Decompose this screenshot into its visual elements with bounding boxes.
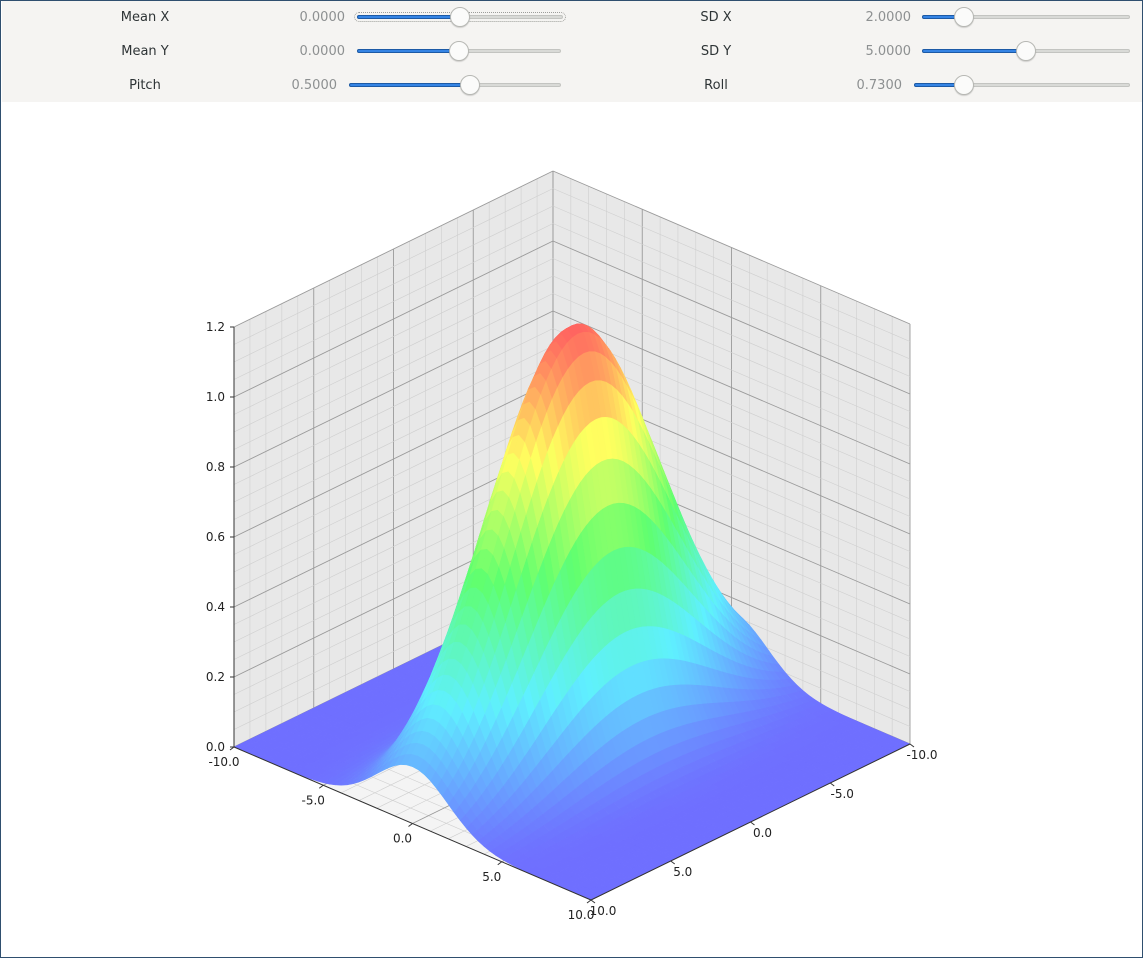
mean-x-value: 0.0000: [299, 10, 346, 25]
mean-y-value: 0.0000: [299, 44, 346, 59]
left-wall-gridline: [233, 398, 554, 555]
x-tick-label: 5.0: [482, 870, 501, 884]
x-tick-mark: [318, 784, 324, 789]
roll-slider[interactable]: [914, 74, 1130, 96]
left-wall-gridline: [233, 223, 554, 380]
right-wall-gridline: [552, 310, 911, 465]
sd-x-label: SD X: [700, 10, 732, 25]
surface-mesh: [233, 323, 911, 901]
slider-handle[interactable]: [1016, 41, 1036, 61]
left-wall-gridline: [233, 415, 554, 573]
z-tick-label: 0.8: [206, 460, 225, 474]
right-wall-gridline: [552, 188, 911, 342]
left-wall-gridline: [233, 205, 554, 363]
left-wall-gridline: [233, 275, 554, 433]
sd-x-slider[interactable]: [922, 6, 1130, 28]
left-wall-gridline: [233, 380, 554, 538]
left-wall-gridline: [233, 293, 554, 450]
pitch-value: 0.5000: [291, 78, 338, 93]
y-tick-mark: [670, 860, 676, 865]
x-tick-label: -5.0: [302, 793, 325, 807]
pitch-label: Pitch: [129, 78, 161, 93]
z-tick-label: 1.2: [206, 320, 225, 334]
sd-x-value: 2.0000: [865, 10, 912, 25]
z-tick-label: 0.2: [206, 670, 225, 684]
right-wall-gridline: [552, 205, 911, 360]
right-wall-gridline: [552, 223, 911, 377]
x-tick-mark: [497, 861, 503, 866]
right-wall-gridline: [552, 275, 911, 430]
slider-handle[interactable]: [450, 7, 470, 27]
roll-value: 0.7300: [856, 78, 903, 93]
surface-plot[interactable]: 0.0 0.2 0.4 0.6 0.8 1.0 1.2 -10.0 -5.0 0.0 5.0 10.0…: [1, 102, 1142, 957]
tick-labels: 0.0 0.2 0.4 0.6 0.8 1.0 1.2 -10.0 -5.0 0.0 5.0 10.0…: [206, 320, 938, 922]
left-wall-gridline: [233, 328, 554, 485]
control-panel: Mean X 0.0000 Mean Y 0.0000 Pitch 0.5000…: [2, 1, 1142, 102]
roll-label: Roll: [704, 78, 728, 93]
z-tick-label: 0.0: [206, 740, 225, 754]
y-tick-label: 5.0: [673, 865, 692, 879]
left-wall-gridline: [233, 258, 554, 415]
left-wall-gridline: [233, 363, 554, 520]
y-tick-mark: [590, 899, 596, 904]
pitch-slider[interactable]: [349, 74, 561, 96]
slider-fill: [349, 83, 470, 87]
right-wall-gridline: [552, 293, 911, 447]
left-wall-gridline: [233, 433, 554, 590]
z-tick-label: 1.0: [206, 390, 225, 404]
slider-fill: [357, 49, 459, 53]
z-tick-label: 0.6: [206, 530, 225, 544]
right-wall-gridline: [552, 258, 911, 412]
y-tick-label: 10.0: [590, 904, 617, 918]
mean-y-slider[interactable]: [357, 40, 561, 62]
y-tick-label: 0.0: [753, 826, 772, 840]
slider-handle[interactable]: [954, 75, 974, 95]
left-wall-gridline: [233, 188, 554, 345]
x-tick-mark: [586, 899, 592, 904]
right-wall-gridline: [552, 240, 911, 395]
y-tick-mark: [829, 782, 835, 787]
y-tick-label: -5.0: [831, 787, 854, 801]
x-tick-label: 10.0: [568, 908, 595, 922]
slider-fill: [357, 15, 460, 19]
sd-y-value: 5.0000: [865, 44, 912, 59]
y-tick-label: -10.0: [906, 748, 937, 762]
mean-y-label: Mean Y: [121, 44, 169, 59]
slider-handle[interactable]: [954, 7, 974, 27]
slider-handle[interactable]: [460, 75, 480, 95]
x-tick-mark: [229, 746, 235, 751]
x-tick-label: 0.0: [393, 832, 412, 846]
x-tick-mark: [408, 823, 413, 827]
mean-x-slider[interactable]: [354, 6, 566, 28]
slider-fill: [922, 49, 1026, 53]
mean-x-label: Mean X: [120, 10, 170, 25]
left-wall-gridline: [233, 170, 554, 328]
left-wall-gridline: [233, 310, 554, 468]
z-tick-label: 0.4: [206, 600, 225, 614]
y-tick-mark: [909, 743, 915, 748]
y-tick-mark: [750, 821, 755, 826]
left-wall-gridline: [233, 240, 554, 398]
x-tick-label: -10.0: [208, 755, 239, 769]
sd-y-slider[interactable]: [922, 40, 1130, 62]
left-wall-gridline: [233, 345, 554, 503]
sd-y-label: SD Y: [700, 44, 732, 59]
right-wall-gridline: [552, 170, 911, 325]
slider-handle[interactable]: [449, 41, 469, 61]
